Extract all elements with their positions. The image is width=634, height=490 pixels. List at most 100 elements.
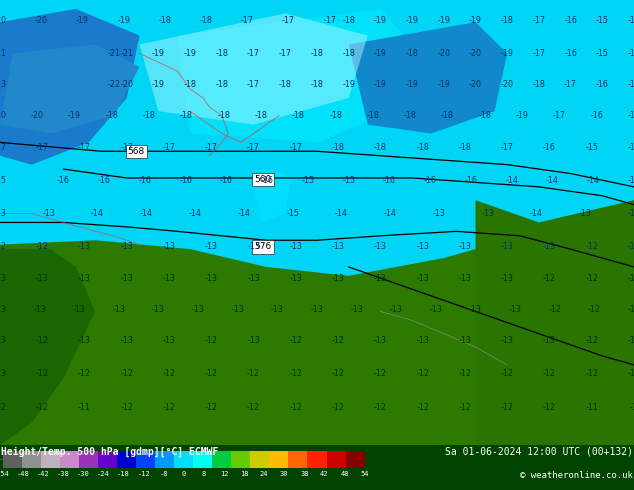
- Text: -12: -12: [628, 243, 634, 251]
- Text: -13: -13: [417, 273, 429, 283]
- Text: -12: -12: [36, 403, 49, 412]
- Text: -21: -21: [108, 49, 120, 58]
- Text: -18: -18: [158, 16, 171, 24]
- Bar: [327, 451, 346, 468]
- Text: -13: -13: [120, 273, 133, 283]
- Text: -19: -19: [501, 49, 514, 58]
- Text: -12: -12: [501, 403, 514, 412]
- Text: -15: -15: [628, 111, 634, 120]
- Polygon shape: [0, 9, 139, 165]
- Text: -16: -16: [564, 16, 577, 24]
- Text: -12: -12: [588, 305, 601, 314]
- Bar: [288, 451, 307, 468]
- Text: -16: -16: [465, 176, 477, 185]
- Text: -13: -13: [311, 305, 323, 314]
- Text: -17: -17: [241, 16, 254, 24]
- Text: -12: -12: [289, 336, 302, 345]
- Text: -12: -12: [416, 403, 429, 412]
- Text: -12: -12: [501, 369, 514, 378]
- Text: -13: -13: [120, 336, 133, 345]
- Text: -12: -12: [374, 403, 387, 412]
- Text: -13: -13: [247, 273, 260, 283]
- Text: -12: -12: [138, 471, 150, 477]
- Text: -12: -12: [628, 305, 634, 314]
- Text: -18: -18: [217, 111, 230, 120]
- Text: -13: -13: [579, 209, 592, 218]
- Bar: [60, 451, 79, 468]
- Text: -12: -12: [458, 369, 472, 378]
- Text: -13: -13: [390, 305, 403, 314]
- Text: -13: -13: [0, 209, 6, 218]
- Text: -17: -17: [120, 143, 133, 152]
- Text: 576: 576: [254, 243, 272, 251]
- Text: -13: -13: [0, 273, 6, 283]
- Text: -19: -19: [152, 49, 165, 58]
- Polygon shape: [254, 169, 292, 222]
- Text: -13: -13: [374, 273, 387, 283]
- Text: -17: -17: [564, 80, 577, 89]
- Text: -18: -18: [374, 143, 387, 152]
- Text: -13: -13: [501, 273, 514, 283]
- Text: -18: -18: [441, 111, 454, 120]
- Bar: [174, 451, 193, 468]
- Text: -17: -17: [247, 49, 260, 58]
- Text: -12: -12: [332, 336, 345, 345]
- Text: -12: -12: [416, 369, 429, 378]
- Text: 18: 18: [240, 471, 249, 477]
- Text: -12: -12: [289, 403, 302, 412]
- Text: -13: -13: [73, 305, 86, 314]
- Text: -13: -13: [628, 209, 634, 218]
- Text: -19: -19: [68, 111, 81, 120]
- Text: 560: 560: [254, 175, 272, 184]
- Text: -18: -18: [292, 111, 305, 120]
- Text: -13: -13: [191, 305, 205, 314]
- Text: -19: -19: [117, 16, 130, 24]
- Text: -13: -13: [332, 273, 344, 283]
- Text: -12: -12: [585, 336, 598, 345]
- Bar: [212, 451, 231, 468]
- Text: -13: -13: [417, 336, 429, 345]
- Text: -13: -13: [247, 243, 260, 251]
- Text: -18: -18: [458, 143, 471, 152]
- Text: -18: -18: [184, 80, 197, 89]
- Text: -13: -13: [78, 336, 91, 345]
- Text: -13: -13: [469, 305, 482, 314]
- Text: -20: -20: [469, 49, 482, 58]
- Text: -19: -19: [152, 80, 165, 89]
- Text: -14: -14: [505, 176, 518, 185]
- Text: -12: -12: [162, 403, 176, 412]
- Text: -14: -14: [384, 209, 397, 218]
- Bar: [307, 451, 327, 468]
- Text: -13: -13: [501, 243, 514, 251]
- Text: -19: -19: [406, 80, 418, 89]
- Text: -13: -13: [0, 336, 6, 345]
- Text: -15: -15: [0, 176, 6, 185]
- Text: -18: -18: [406, 49, 418, 58]
- Text: -13: -13: [231, 305, 244, 314]
- Text: -20: -20: [469, 80, 482, 89]
- Text: -13: -13: [247, 336, 260, 345]
- Polygon shape: [476, 200, 634, 445]
- Text: -13: -13: [0, 305, 6, 314]
- Text: -12: -12: [374, 369, 387, 378]
- Text: -12: -12: [36, 243, 49, 251]
- Text: -17: -17: [36, 143, 49, 152]
- Text: -20: -20: [501, 80, 514, 89]
- Text: -19: -19: [76, 16, 89, 24]
- Text: -18: -18: [311, 80, 323, 89]
- Text: -18: -18: [279, 80, 292, 89]
- Text: -13: -13: [628, 143, 634, 152]
- Text: -17: -17: [533, 16, 545, 24]
- Text: -18: -18: [255, 111, 268, 120]
- Text: -16: -16: [596, 80, 609, 89]
- Text: -13: -13: [78, 273, 91, 283]
- Text: -16: -16: [98, 176, 110, 185]
- Text: -11: -11: [628, 369, 634, 378]
- Text: -18: -18: [533, 80, 545, 89]
- Text: -17: -17: [162, 143, 176, 152]
- Text: -22: -22: [108, 80, 120, 89]
- Text: -19: -19: [437, 80, 450, 89]
- Text: -13: -13: [543, 243, 556, 251]
- Text: -30: -30: [77, 471, 90, 477]
- Text: -15: -15: [596, 49, 609, 58]
